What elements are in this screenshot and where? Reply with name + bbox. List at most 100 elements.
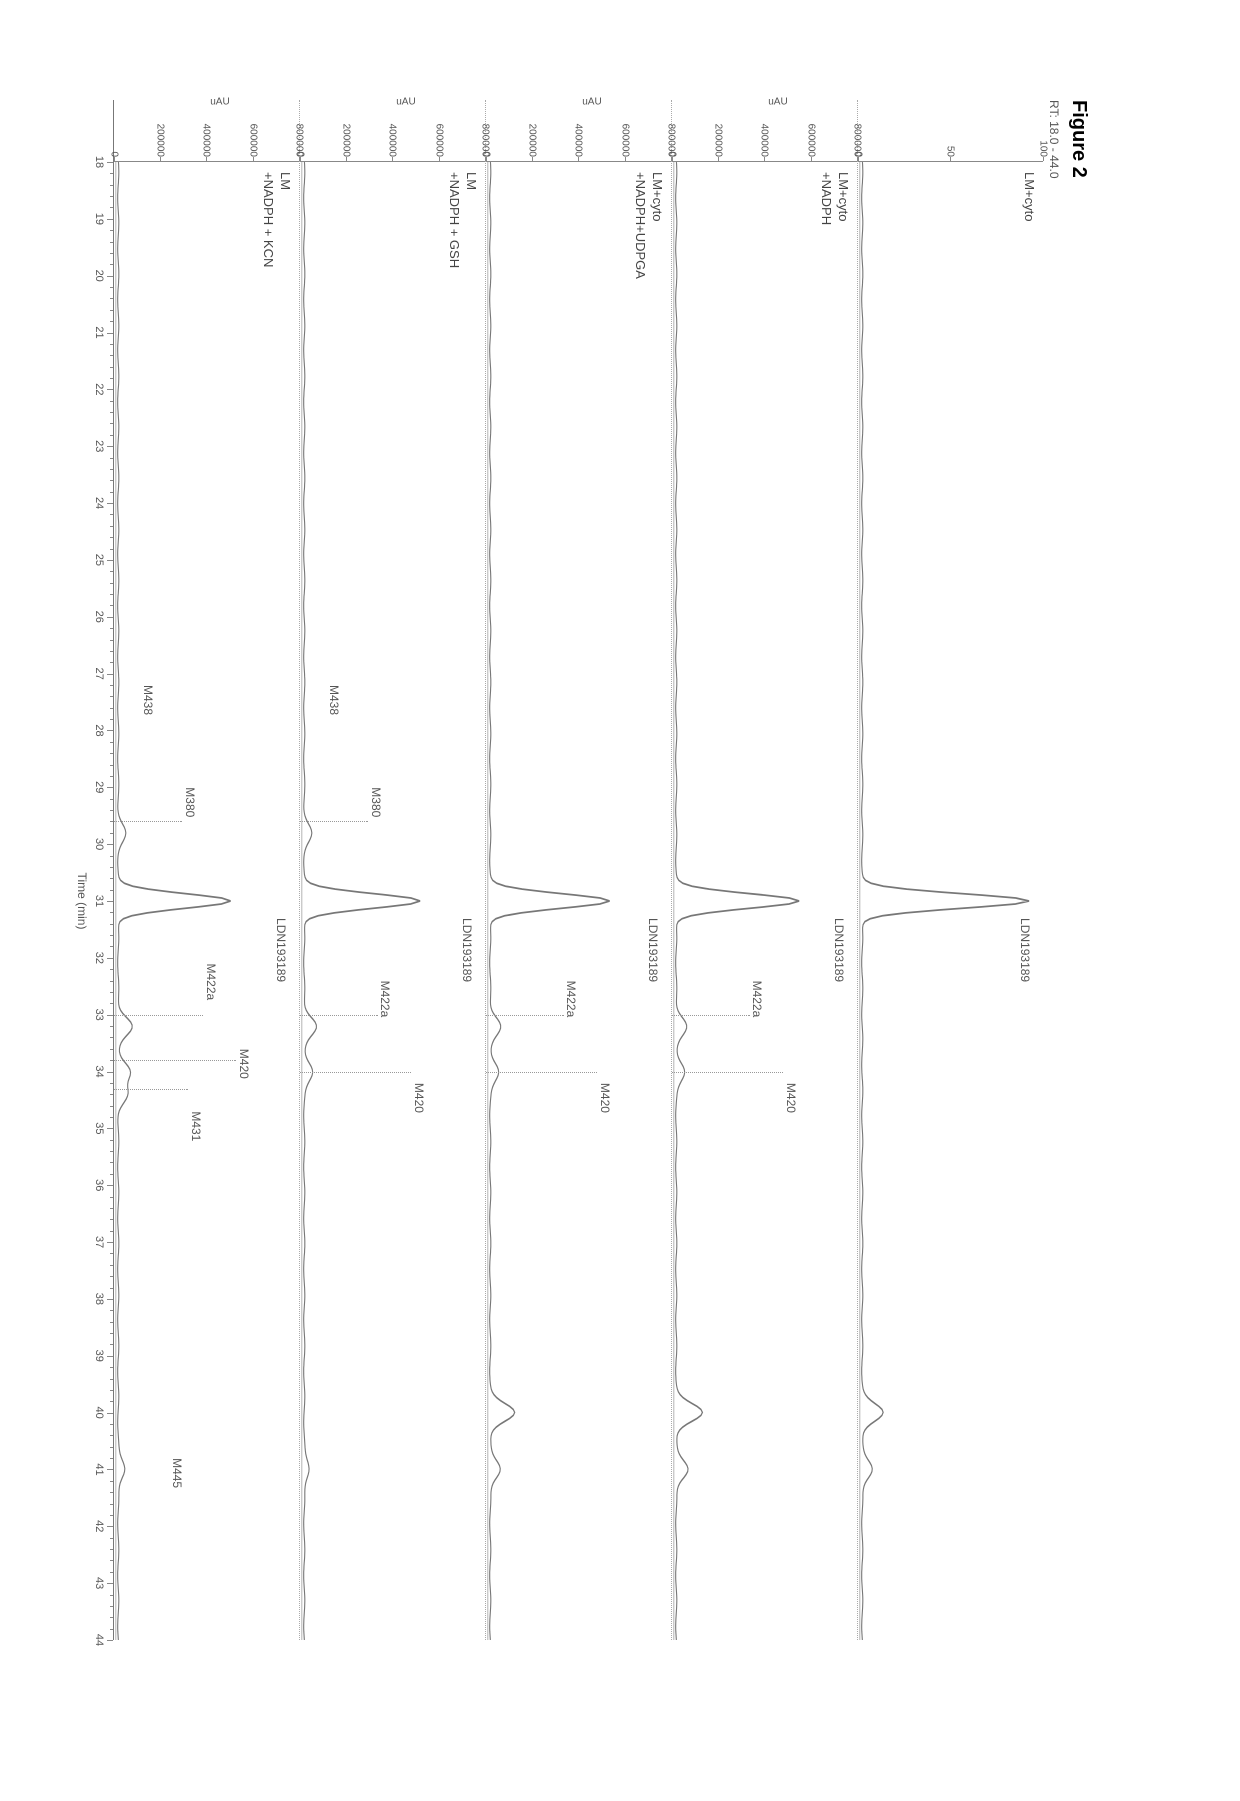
x-tick-label: 33	[93, 1009, 105, 1021]
leader-line	[672, 1072, 783, 1073]
y-tick-label: 800000	[480, 124, 491, 157]
y-axis-unit: uAU	[211, 97, 230, 108]
leader-line	[114, 1089, 188, 1090]
leader-line	[300, 821, 368, 822]
peak-label: LDN193189	[274, 918, 288, 982]
x-axis-title: Time (min)	[75, 873, 89, 930]
peak-label: LDN193189	[1018, 918, 1032, 982]
x-tick	[107, 389, 113, 390]
peak-label: M422a	[565, 981, 579, 1018]
y-tick-label: 600000	[619, 124, 630, 157]
x-tick-label: 40	[93, 1406, 105, 1418]
x-tick-label: 32	[93, 952, 105, 964]
chromatogram-panel: 0200000400000600000800000uAULM+NADPH + G…	[299, 100, 485, 1640]
peak-label: M420	[412, 1083, 426, 1113]
y-tick-label: 200000	[527, 124, 538, 157]
x-tick-label: 36	[93, 1179, 105, 1191]
y-axis-unit: uAU	[583, 97, 602, 108]
leader-line	[300, 1015, 378, 1016]
y-tick-label: 400000	[759, 124, 770, 157]
peak-label: LDN193189	[832, 918, 846, 982]
x-tick	[107, 901, 113, 902]
leader-line	[486, 1072, 597, 1073]
plot-area: LM+cyto+NADPHLDN193189M422aM420	[672, 162, 857, 1640]
figure-title: Figure 2	[1067, 100, 1090, 1680]
x-tick-label: 23	[93, 440, 105, 452]
y-axis-unit: uAU	[397, 97, 416, 108]
chromatogram-panels: 050100LM+cytoLDN193189020000040000060000…	[113, 100, 1043, 1640]
plot-area: LM+NADPH + KCNLDN193189M438M380M422aM420…	[114, 162, 299, 1640]
x-tick-label: 19	[93, 213, 105, 225]
x-tick-label: 27	[93, 667, 105, 679]
x-tick-label: 22	[93, 383, 105, 395]
y-tick-label: 600000	[247, 124, 258, 157]
chromatogram-trace	[486, 162, 671, 1640]
peak-label: M380	[183, 787, 197, 817]
y-tick-label: 200000	[341, 124, 352, 157]
x-tick-label: 35	[93, 1122, 105, 1134]
x-tick	[107, 617, 113, 618]
x-tick-label: 44	[93, 1634, 105, 1646]
x-axis: Time (min) 18192021222324252627282930313…	[73, 162, 113, 1640]
y-axis: 0200000400000600000800000uAU	[300, 100, 485, 162]
y-tick-label: 600000	[805, 124, 816, 157]
chromatogram-trace	[114, 162, 299, 1640]
y-tick-label: 200000	[155, 124, 166, 157]
y-axis-unit: uAU	[769, 97, 788, 108]
leader-line	[300, 1072, 411, 1073]
x-tick-label: 26	[93, 611, 105, 623]
chromatogram-panel: 050100LM+cytoLDN193189	[857, 100, 1043, 1640]
y-tick-label: 400000	[387, 124, 398, 157]
x-tick	[107, 219, 113, 220]
x-tick	[107, 844, 113, 845]
y-tick-label: 400000	[573, 124, 584, 157]
y-tick-label: 400000	[201, 124, 212, 157]
x-tick	[107, 446, 113, 447]
chromatogram-panel: 0200000400000600000800000uAULM+cyto+NADP…	[485, 100, 671, 1640]
figure-container: Figure 2 RT: 18.0 - 44.0 050100LM+cytoLD…	[0, 390, 1240, 1390]
y-tick-label: 800000	[666, 124, 677, 157]
y-tick-label: 50	[945, 146, 956, 157]
y-axis: 0200000400000600000800000uAU	[486, 100, 671, 162]
y-tick-label: 200000	[713, 124, 724, 157]
chromatogram-panel: 0200000400000600000800000uAULM+NADPH + K…	[113, 100, 299, 1640]
peak-label: M422a	[379, 981, 393, 1018]
x-tick	[107, 787, 113, 788]
peak-label: M420	[784, 1083, 798, 1113]
plot-area: LM+cytoLDN193189	[858, 162, 1043, 1640]
peak-label: LDN193189	[460, 918, 474, 982]
x-tick	[107, 276, 113, 277]
peak-label: M380	[369, 787, 383, 817]
peak-label: M431	[189, 1111, 203, 1141]
x-tick-label: 21	[93, 326, 105, 338]
peak-label: M438	[327, 685, 341, 715]
chromatogram-trace	[672, 162, 857, 1640]
x-tick-label: 25	[93, 554, 105, 566]
y-tick-label: 100	[1038, 140, 1049, 157]
leader-line	[486, 1015, 564, 1016]
x-tick	[107, 560, 113, 561]
x-tick	[107, 674, 113, 675]
y-tick-label: 800000	[294, 124, 305, 157]
x-tick-label: 43	[93, 1577, 105, 1589]
x-tick	[107, 1640, 113, 1641]
x-tick-label: 42	[93, 1520, 105, 1532]
x-tick-label: 30	[93, 838, 105, 850]
y-axis: 0200000400000600000800000uAU	[114, 100, 299, 162]
x-tick-label: 18	[93, 156, 105, 168]
plot-area: LM+cyto+NADPH+UDPGALDN193189M422aM420	[486, 162, 671, 1640]
x-tick	[107, 1128, 113, 1129]
x-tick	[107, 1413, 113, 1414]
x-tick	[107, 162, 113, 163]
rt-range-label: RT: 18.0 - 44.0	[1047, 100, 1061, 1680]
x-tick	[107, 503, 113, 504]
x-tick-label: 31	[93, 895, 105, 907]
x-tick-label: 41	[93, 1463, 105, 1475]
chromatogram-trace	[300, 162, 485, 1640]
x-tick	[107, 1469, 113, 1470]
x-tick	[107, 1015, 113, 1016]
x-tick	[107, 1185, 113, 1186]
x-tick	[107, 1072, 113, 1073]
x-tick	[107, 1583, 113, 1584]
x-tick	[107, 1242, 113, 1243]
